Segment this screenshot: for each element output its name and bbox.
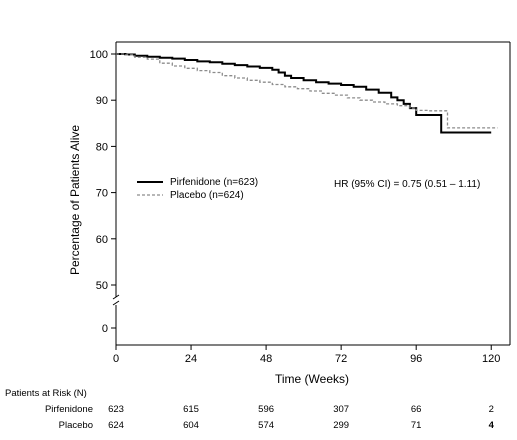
risk-row-label-placebo: Placebo — [59, 420, 93, 431]
risk-value: 624 — [108, 420, 124, 431]
y-tick-label: 90 — [96, 95, 108, 107]
x-tick-label: 96 — [410, 353, 422, 365]
risk-value: 574 — [258, 420, 274, 431]
x-tick-label: 0 — [113, 353, 119, 365]
risk-value: 623 — [108, 404, 124, 415]
x-tick-label: 72 — [335, 353, 347, 365]
legend-label-placebo: Placebo (n=624) — [170, 190, 244, 201]
series-lines — [116, 53, 498, 134]
legend-label-pirfenidone: Pirfenidone (n=623) — [170, 177, 258, 188]
series-line-placebo — [116, 53, 498, 129]
risk-value: 604 — [183, 420, 199, 431]
y-tick-label: 0 — [102, 323, 108, 335]
legend: Pirfenidone (n=623) Placebo (n=624) — [137, 177, 258, 201]
axis-break-mark — [112, 300, 120, 306]
risk-value: 66 — [411, 404, 422, 415]
y-tick-label: 60 — [96, 234, 108, 246]
risk-value: 71 — [411, 420, 422, 431]
axis-ticks: 0 50 60 70 80 90 100 0 24 48 72 96 120 — [90, 49, 501, 365]
risk-table-title: Patients at Risk (N) — [5, 388, 87, 399]
y-tick-label: 100 — [90, 49, 108, 61]
risk-value: 615 — [183, 404, 199, 415]
risk-value: 307 — [333, 404, 349, 415]
x-axis-title: Time (Weeks) — [275, 372, 349, 386]
y-tick-label: 70 — [96, 188, 108, 200]
x-tick-label: 24 — [185, 353, 197, 365]
risk-value: 4 — [489, 420, 495, 431]
y-tick-label: 50 — [96, 280, 108, 292]
y-tick-label: 80 — [96, 141, 108, 153]
patients-at-risk-table: Patients at Risk (N) Pirfenidone Placebo… — [5, 388, 495, 431]
risk-value: 596 — [258, 404, 274, 415]
plot-frame — [112, 41, 511, 346]
x-tick-label: 48 — [260, 353, 272, 365]
risk-value: 299 — [333, 420, 349, 431]
axis-break-mark — [112, 294, 120, 300]
hazard-ratio-annotation: HR (95% CI) = 0.75 (0.51 – 1.11) — [334, 179, 480, 190]
risk-values: 623 615 596 307 66 2 624 604 574 299 71 4 — [108, 404, 495, 431]
series-line-pirfenidone — [116, 53, 492, 134]
x-tick-label: 120 — [482, 353, 500, 365]
risk-value: 2 — [489, 404, 494, 415]
y-axis-title: Percentage of Patients Alive — [68, 125, 82, 275]
risk-row-label-pirfenidone: Pirfenidone — [45, 404, 93, 415]
